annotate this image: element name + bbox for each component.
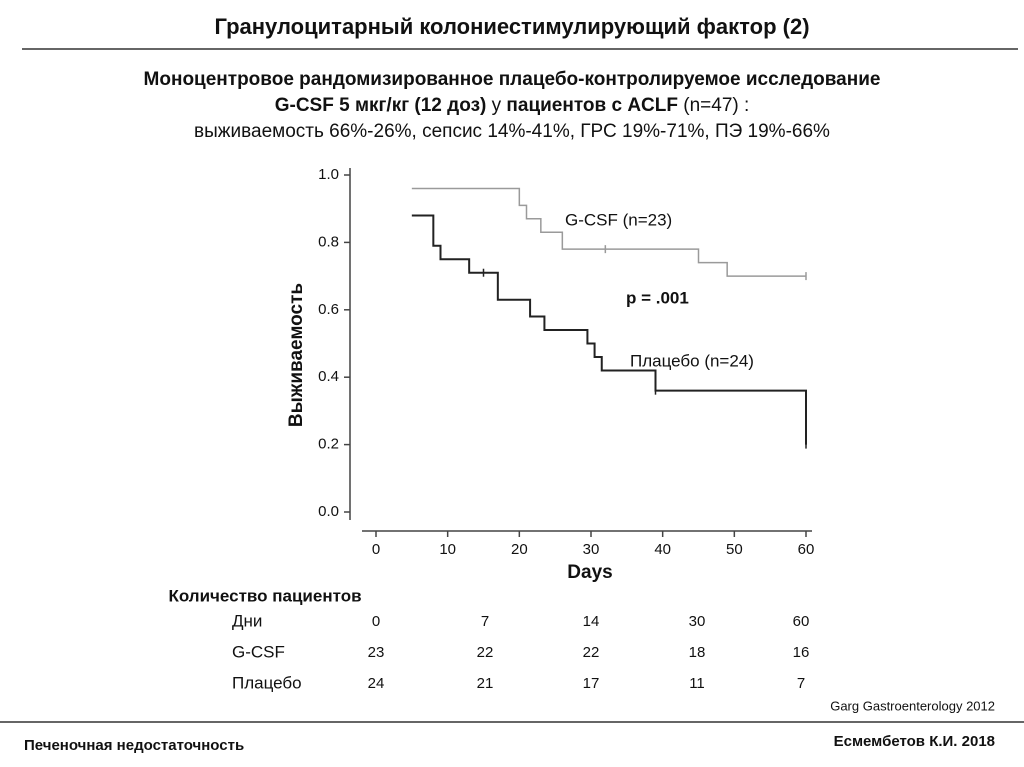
table-cell: 7 xyxy=(481,613,489,630)
footer-right: Есмембетов К.И. 2018 xyxy=(834,733,995,750)
table-cell: 21 xyxy=(477,675,494,692)
table-title: Количество пациентов xyxy=(168,586,361,605)
table-cell: 23 xyxy=(368,644,385,661)
series-label: G-CSF (n=23) xyxy=(565,210,672,229)
table-cell: 17 xyxy=(583,675,600,692)
table-cell: 18 xyxy=(689,644,706,661)
x-tick-label: 40 xyxy=(654,541,671,558)
table-cell: 22 xyxy=(477,644,494,661)
subtitle-line: выживаемость 66%-26%, сепсис 14%-41%, ГР… xyxy=(194,121,830,142)
survival-curve xyxy=(411,214,807,445)
subtitle-part: у xyxy=(486,95,506,116)
table-cell: 22 xyxy=(583,644,600,661)
x-axis-label: Days xyxy=(567,562,612,583)
x-tick-label: 30 xyxy=(583,541,600,558)
row-label: G-CSF xyxy=(232,642,285,661)
citation: Garg Gastroenterology 2012 xyxy=(830,698,995,713)
table-cell: 16 xyxy=(793,644,810,661)
survival-curve xyxy=(411,187,806,277)
x-tick-label: 0 xyxy=(372,541,380,558)
x-tick-label: 10 xyxy=(439,541,456,558)
table-cell: 7 xyxy=(797,675,805,692)
table-cell: 60 xyxy=(793,613,810,630)
x-tick-label: 60 xyxy=(798,541,815,558)
p-value: p = .001 xyxy=(626,288,689,307)
x-tick-label: 50 xyxy=(726,541,743,558)
subtitle-part: пациентов с ACLF xyxy=(506,95,678,116)
row-label: Плацебо xyxy=(232,673,302,692)
y-tick-label: 0.6 xyxy=(318,301,339,318)
row-label: Дни xyxy=(232,611,262,630)
y-tick-label: 0.8 xyxy=(318,233,339,250)
table-cell: 30 xyxy=(689,613,706,630)
subtitle-part: (n=47) : xyxy=(678,95,749,116)
y-tick-label: 0.2 xyxy=(318,436,339,453)
x-tick-label: 20 xyxy=(511,541,528,558)
subtitle-line: G-CSF 5 мкг/кг (12 доз) у пациентов с AC… xyxy=(275,95,750,116)
footer-left: Печеночная недостаточность xyxy=(24,737,244,754)
y-tick-label: 0.4 xyxy=(318,368,339,385)
table-cell: 14 xyxy=(583,613,600,630)
y-axis-label: Выживаемость xyxy=(286,283,307,427)
y-tick-label: 0.0 xyxy=(318,503,339,520)
series-label: Плацебо (n=24) xyxy=(630,351,754,370)
table-cell: 0 xyxy=(372,613,380,630)
table-cell: 11 xyxy=(689,675,705,692)
slide-title: Гранулоцитарный колониестимулирующий фак… xyxy=(214,14,809,39)
y-tick-label: 1.0 xyxy=(318,166,339,183)
subtitle-line: Моноцентровое рандомизированное плацебо-… xyxy=(144,69,881,90)
table-cell: 24 xyxy=(368,675,385,692)
subtitle-part: G-CSF 5 мкг/кг (12 доз) xyxy=(275,95,487,116)
